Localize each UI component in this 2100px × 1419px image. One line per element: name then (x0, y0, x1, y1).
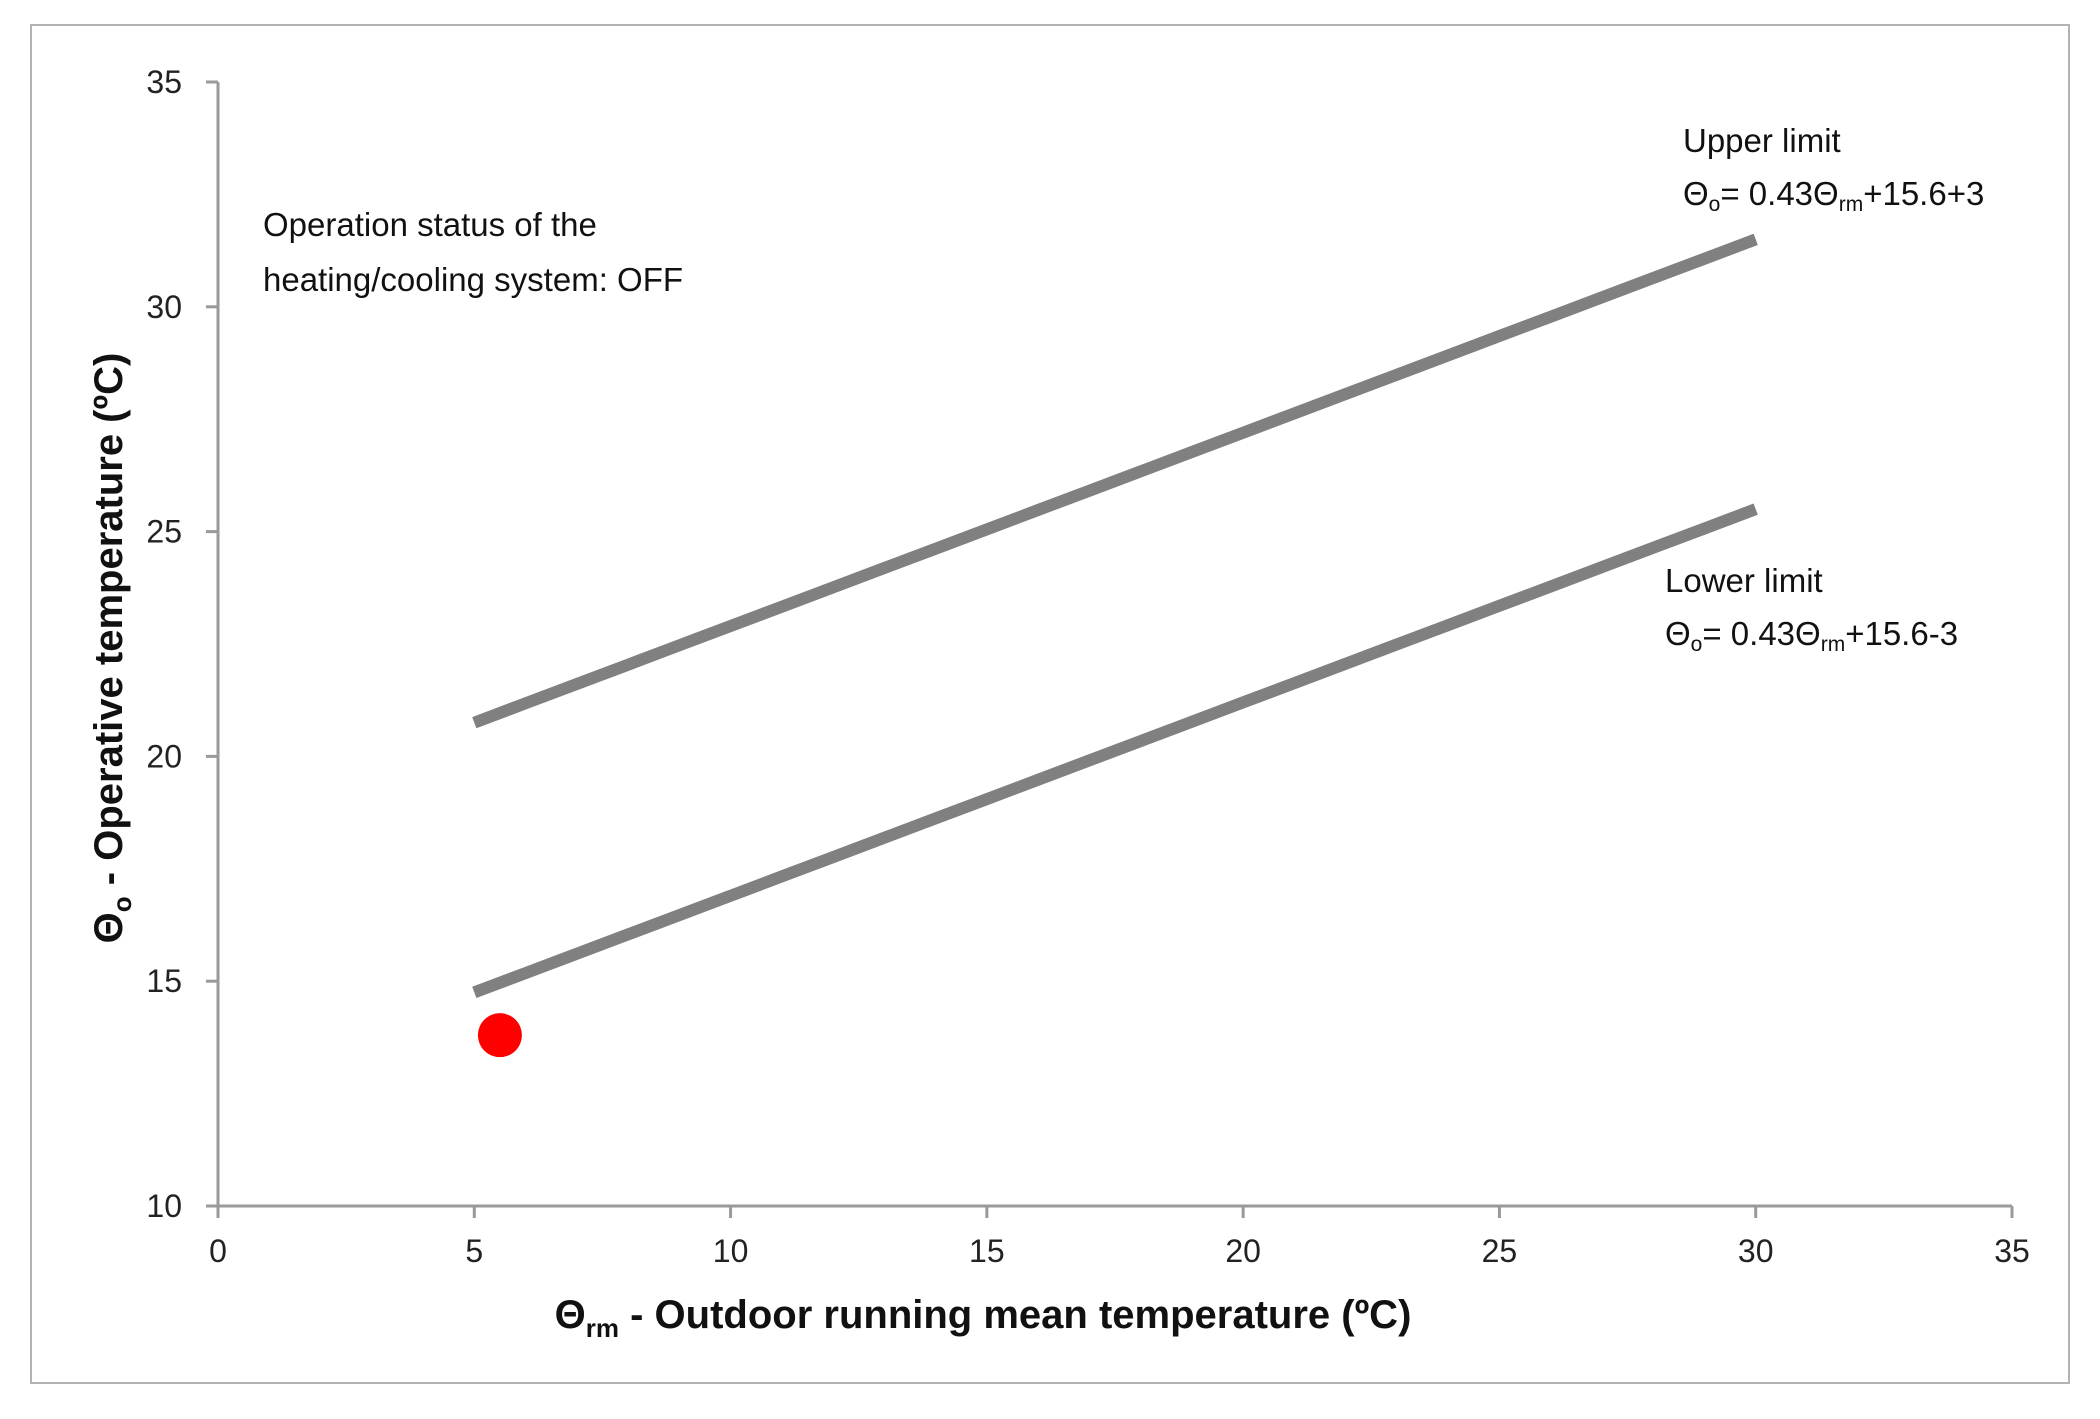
x-tick-label: 0 (209, 1233, 227, 1269)
series-line-lower-limit (472, 503, 1758, 999)
y-tick-label: 25 (146, 514, 182, 550)
series-lines (472, 233, 1758, 999)
x-tick-label: 15 (969, 1233, 1005, 1269)
y-tick-label: 30 (146, 289, 182, 325)
lower-limit-label: Lower limit (1665, 562, 1823, 599)
x-tick-label: 25 (1482, 1233, 1518, 1269)
chart-frame (30, 24, 2070, 1384)
y-tick-label: 35 (146, 64, 182, 100)
y-tick-label: 10 (146, 1188, 182, 1224)
y-tick-label: 15 (146, 963, 182, 999)
x-ticks: 0 5 10 15 20 25 30 35 (209, 1206, 2030, 1269)
lower-limit-equation: Θo= 0.43Θrm+15.6-3 (1665, 615, 1958, 656)
x-tick-label: 5 (465, 1233, 483, 1269)
series-line-upper-limit (472, 233, 1758, 729)
x-tick-label: 30 (1738, 1233, 1774, 1269)
upper-limit-label: Upper limit (1683, 122, 1841, 159)
x-axis-title: Θrm - Outdoor running mean temperature (… (555, 1293, 1412, 1343)
y-axis-title: Θo - Operative temperature (ºC) (87, 353, 137, 944)
x-tick-label: 10 (713, 1233, 749, 1269)
x-tick-label: 35 (1994, 1233, 2030, 1269)
x-tick-label: 20 (1225, 1233, 1261, 1269)
status-annotation-line2: heating/cooling system: OFF (263, 261, 683, 298)
upper-limit-equation: Θo= 0.43Θrm+15.6+3 (1683, 175, 1984, 216)
status-annotation-line1: Operation status of the (263, 206, 597, 243)
y-tick-label: 20 (146, 738, 182, 774)
axes (216, 82, 2012, 1208)
y-ticks: 10 15 20 25 30 35 (146, 64, 218, 1224)
data-points (477, 1013, 522, 1058)
operating-point (477, 1013, 522, 1058)
